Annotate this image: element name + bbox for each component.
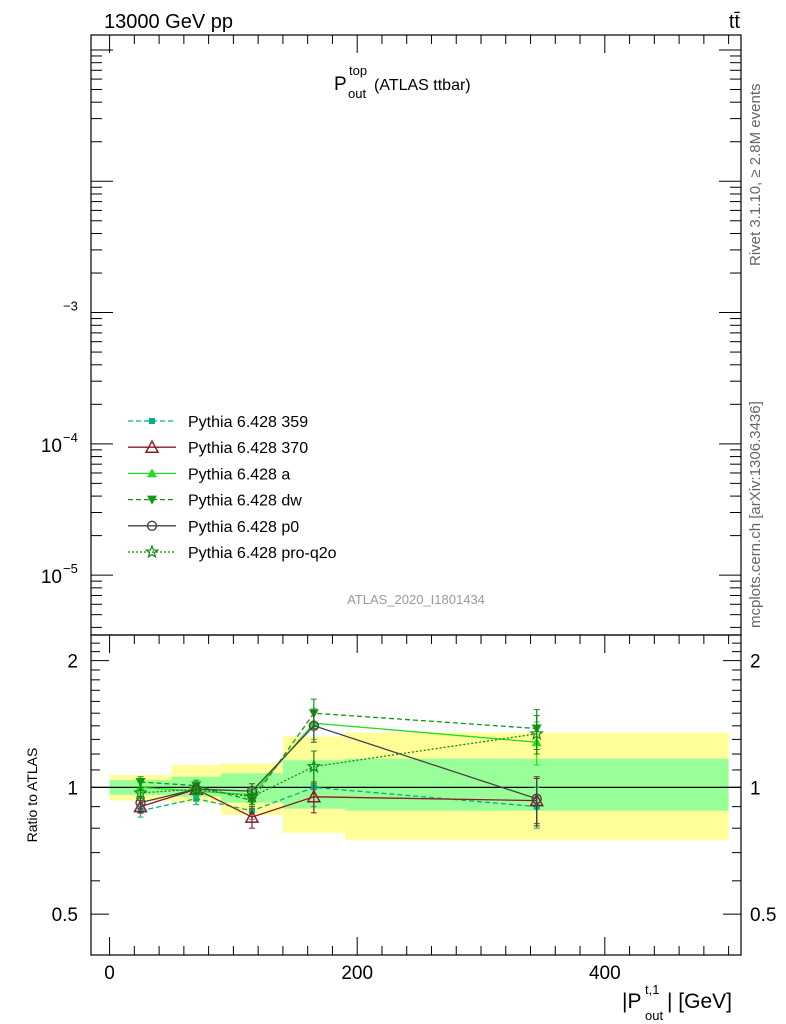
analysis-id: ATLAS_2020_I1801434 [347, 592, 485, 607]
legend-label: Pythia 6.428 p0 [188, 519, 299, 536]
legend: Pythia 6.428 359 Pythia 6.428 370 Pythia 6… [128, 414, 337, 562]
ratio-y-axis: 2 2 1 1 0.5 0.5 [52, 642, 776, 926]
legend-marker [144, 439, 160, 453]
series-point [306, 758, 322, 773]
x-axis: 0 200 400 [104, 35, 730, 984]
ratio-panel-frame [90, 634, 742, 956]
xlabel-sup: t,1 [645, 982, 659, 997]
main-y-tick-exponent: −5 [63, 561, 78, 576]
series-5 [133, 715, 545, 806]
main-y-tick-label: 10 −4 [41, 430, 78, 457]
ratio-y-tick-label-right: 2 [750, 652, 761, 673]
legend-entry: Pythia 6.428 pro-q2o [128, 544, 337, 562]
main-y-tick-exponent: −4 [63, 430, 78, 445]
title-sup: top [349, 63, 367, 78]
legend-entry: Pythia 6.428 359 [128, 414, 308, 431]
legend-entry: Pythia 6.428 dw [128, 493, 302, 510]
series-point [531, 793, 542, 804]
legend-entry: Pythia 6.428 a [128, 466, 290, 483]
header-process: tt̄ [729, 11, 741, 33]
main-y-tick-mantissa: 10 [41, 436, 62, 457]
title-main: P [334, 74, 347, 95]
main-y-axis: −310−410−5 [41, 49, 741, 628]
ratio-uncertainty-bands [91, 732, 741, 841]
ratio-y-tick-label-right: 0.5 [750, 905, 776, 926]
legend-marker [147, 468, 157, 478]
series-point [244, 789, 260, 803]
series-point [306, 789, 322, 803]
main-y-tick-mantissa: 10 [41, 567, 62, 588]
legend-entry: Pythia 6.428 370 [128, 439, 308, 457]
series-point [133, 785, 148, 800]
legend-label: Pythia 6.428 a [188, 466, 290, 483]
mcplots-label: mcplots.cern.ch [arXiv:1306.3436] [747, 401, 764, 628]
title-rest: (ATLAS ttbar) [374, 77, 471, 94]
series-point [308, 720, 320, 732]
header-energy: 13000 GeV pp [104, 11, 233, 33]
legend-entry: Pythia 6.428 p0 [128, 519, 299, 536]
main-y-tick-label: −3 [63, 299, 78, 314]
ratio-y-tick-label: 2 [67, 652, 78, 673]
legend-label: Pythia 6.428 359 [188, 414, 308, 431]
ratio-y-tick-label: 1 [67, 778, 78, 799]
ratio-y-tick-label-right: 1 [750, 778, 761, 799]
xlabel-sub: out [645, 1008, 663, 1023]
x-tick-label: 400 [589, 963, 621, 984]
ratio-y-tick-label: 0.5 [52, 905, 78, 926]
legend-marker [146, 520, 158, 531]
main-y-tick-exponent: −3 [63, 299, 78, 314]
series-point [135, 777, 146, 787]
x-axis-label: |P t,1 out | [GeV] [622, 982, 732, 1023]
ratio-series [133, 698, 545, 829]
legend-marker [149, 418, 155, 424]
plot-title: P top out (ATLAS ttbar) [334, 63, 471, 101]
series-point [244, 809, 260, 823]
legend-marker [144, 544, 160, 559]
legend-label: Pythia 6.428 pro-q2o [188, 545, 337, 562]
series-point [193, 795, 200, 802]
xlabel-post: | [GeV] [667, 990, 732, 1013]
series-point [529, 726, 545, 741]
x-tick-label: 200 [341, 963, 373, 984]
rivet-version-label: Rivet 3.1.10, ≥ 2.8M events [747, 84, 764, 267]
series-point [188, 781, 204, 796]
x-tick-label: 0 [104, 963, 115, 984]
legend-marker [147, 495, 157, 505]
legend-label: Pythia 6.428 370 [188, 440, 308, 457]
title-sub: out [348, 86, 366, 101]
xlabel-pre: |P [622, 990, 641, 1013]
legend-label: Pythia 6.428 dw [188, 493, 302, 510]
main-y-tick-label: 10 −5 [41, 561, 78, 588]
ratio-y-label: Ratio to ATLAS [24, 748, 40, 843]
